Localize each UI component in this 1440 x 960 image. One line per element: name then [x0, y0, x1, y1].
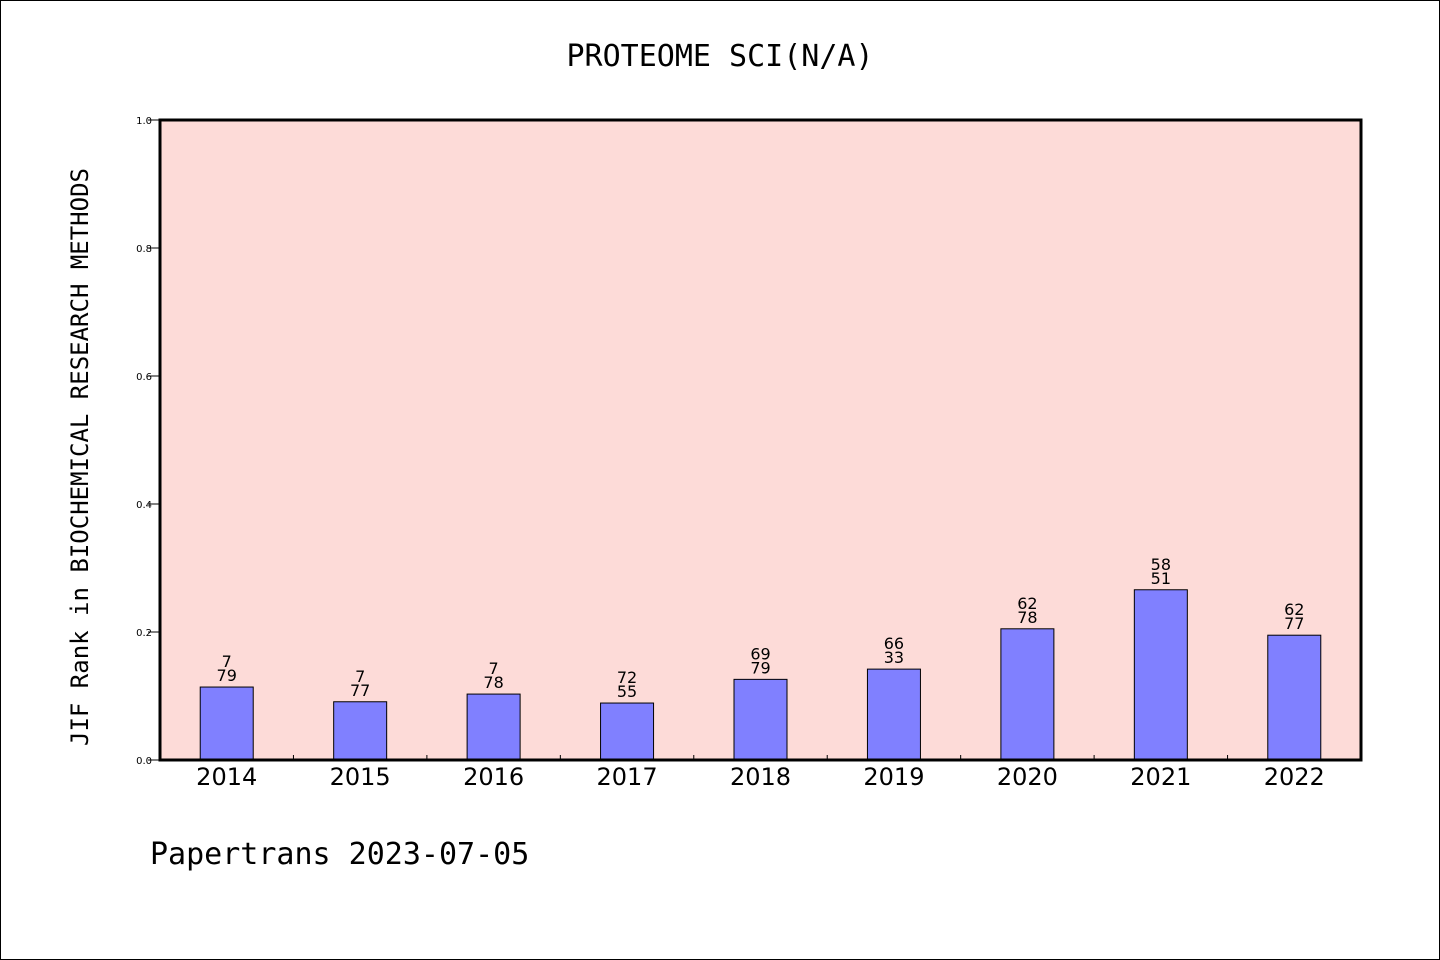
- y-tick-label: 0.6: [136, 372, 152, 383]
- bar-label-top: 69: [750, 644, 770, 663]
- y-tick-label: 0.8: [136, 244, 152, 255]
- y-tick-label: 0.0: [136, 756, 152, 767]
- bar-2020: [1000, 628, 1055, 761]
- x-tick-label: 2021: [1130, 763, 1191, 791]
- bar-label-top: 72: [617, 668, 637, 687]
- bar-label-bottom: 33: [884, 648, 904, 667]
- x-tick-label: 2014: [196, 763, 257, 791]
- bar-2018: [733, 678, 788, 761]
- bar-label-top: 66: [884, 634, 904, 653]
- plot-border: [158, 118, 1363, 762]
- y-tick-label: 1.0: [136, 116, 152, 127]
- bar-2022: [1267, 634, 1322, 761]
- bar-label-bottom: 51: [1151, 569, 1171, 588]
- bar-label-bottom: 77: [1284, 614, 1304, 633]
- x-axis-ticks: 2014 2015 2016 2017 2018 2019 2020 2021 2022: [196, 755, 1325, 791]
- x-tick-label: 2022: [1264, 763, 1325, 791]
- bar-2015: [333, 701, 388, 761]
- bar-2019: [866, 668, 921, 761]
- x-tick-label: 2017: [597, 763, 658, 791]
- footer-text: Papertrans 2023-07-05: [150, 837, 529, 872]
- bars: [199, 589, 1322, 761]
- bar-label-bottom: 78: [1017, 608, 1037, 627]
- bar-label-top: 62: [1017, 594, 1037, 613]
- bar-2014: [199, 686, 254, 761]
- bar-2021: [1133, 589, 1188, 761]
- y-tick-label: 0.4: [136, 500, 152, 511]
- bar-label-top: 7: [489, 659, 499, 678]
- bar-label-bottom: 79: [217, 666, 237, 685]
- x-tick-label: 2015: [330, 763, 391, 791]
- bar-2016: [466, 693, 521, 761]
- bar-label-bottom: 77: [350, 681, 370, 700]
- bar-label-top: 58: [1151, 555, 1171, 574]
- x-tick-label: 2016: [463, 763, 524, 791]
- bar-2017: [600, 702, 655, 761]
- x-tick-label: 2018: [730, 763, 791, 791]
- x-tick-label: 2019: [863, 763, 924, 791]
- bar-label-top: 7: [222, 652, 232, 671]
- bar-label-bottom: 78: [483, 673, 503, 692]
- y-axis-label: JIF Rank in BIOCHEMICAL RESEARCH METHODS: [66, 168, 94, 746]
- bar-label-top: 7: [355, 667, 365, 686]
- y-axis-ticks: 0.0 0.2 0.4 0.6 0.8 1.0: [136, 116, 160, 767]
- y-tick-label: 0.2: [136, 628, 152, 639]
- bar-label-bottom: 55: [617, 682, 637, 701]
- chart-title: PROTEOME SCI(N/A): [566, 39, 873, 74]
- bar-label-top: 62: [1284, 600, 1304, 619]
- bar-label-bottom: 79: [750, 658, 770, 677]
- x-tick-label: 2020: [997, 763, 1058, 791]
